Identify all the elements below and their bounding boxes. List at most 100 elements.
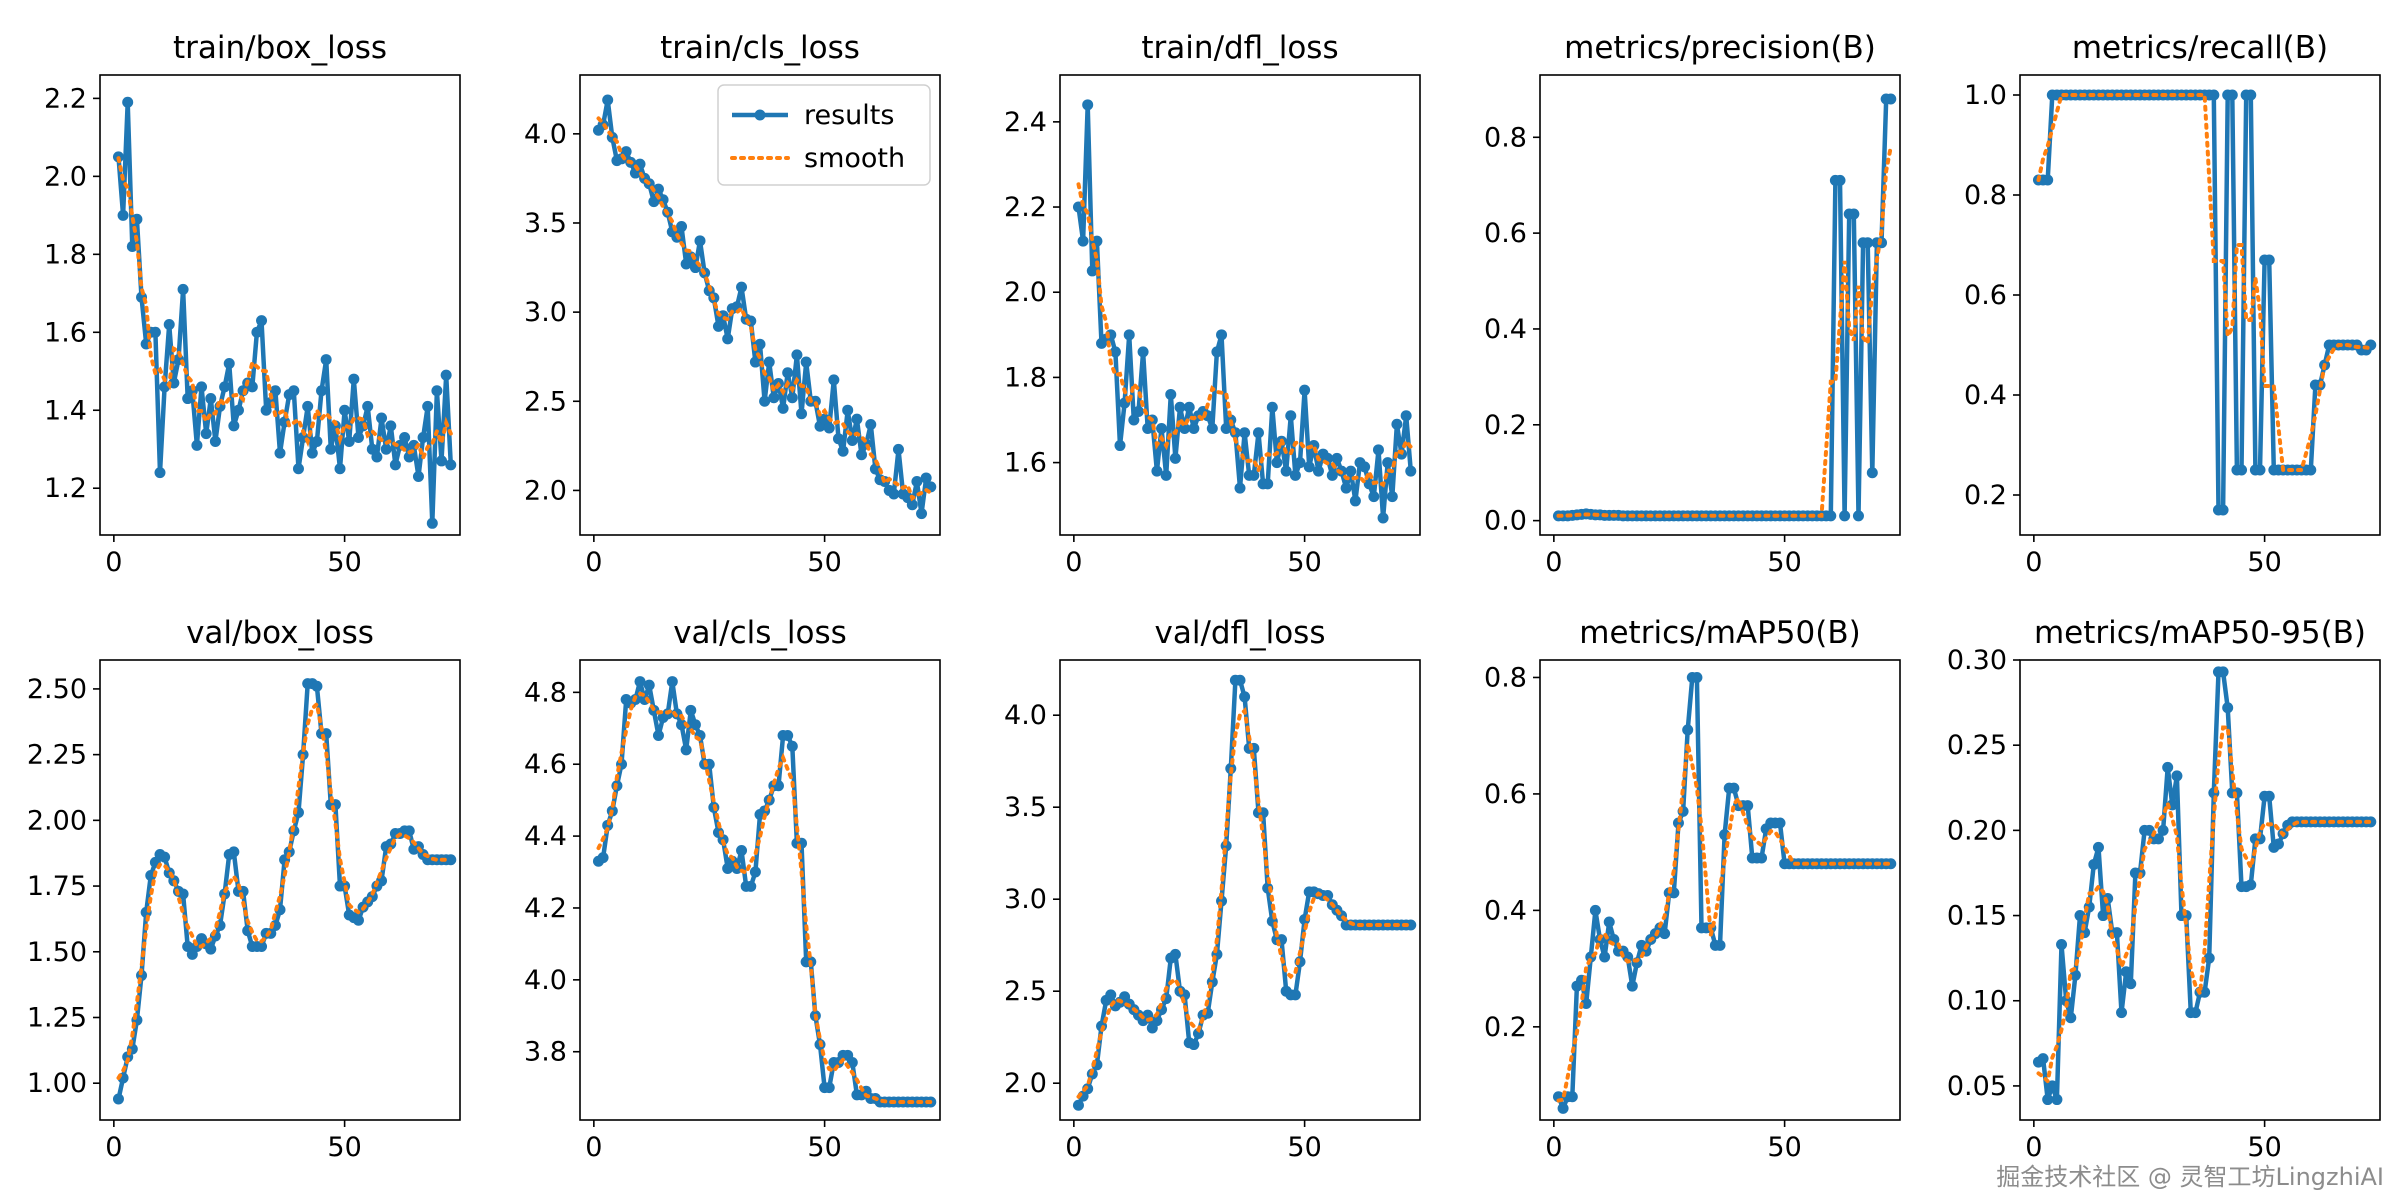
y-tick-label: 1.6 xyxy=(44,317,87,348)
results-point xyxy=(403,451,415,463)
results-point xyxy=(1848,208,1860,220)
results-point xyxy=(1603,916,1615,928)
chart-title: train/cls_loss xyxy=(660,30,860,66)
results-point xyxy=(1756,852,1768,864)
results-point xyxy=(316,385,328,397)
results-point xyxy=(191,439,203,451)
results-point xyxy=(1368,491,1380,503)
results-point xyxy=(1239,691,1251,703)
chart-panel: val/dfl_loss 0 50 2.0 2.5 3.0 3.5 4.0 xyxy=(1004,615,1421,1163)
results-point xyxy=(1266,401,1278,413)
chart-title: train/box_loss xyxy=(173,30,387,66)
results-point xyxy=(1289,989,1301,1001)
results-point xyxy=(1289,469,1301,481)
y-tick-label: 2.5 xyxy=(1004,976,1047,1007)
results-point xyxy=(1128,414,1140,426)
results-point xyxy=(1599,951,1611,963)
results-point xyxy=(2236,464,2248,476)
y-tick-label: 4.0 xyxy=(524,965,567,996)
results-point xyxy=(256,941,268,953)
results-point xyxy=(334,463,346,475)
results-point xyxy=(2263,790,2275,802)
results-point xyxy=(2042,174,2054,186)
y-tick-label: 0.25 xyxy=(1947,730,2007,761)
results-point xyxy=(422,400,434,412)
results-point xyxy=(1151,465,1163,477)
results-point xyxy=(1192,1028,1204,1040)
results-point xyxy=(1363,478,1375,490)
results-point xyxy=(1742,800,1754,812)
results-point xyxy=(1188,1039,1200,1051)
results-point xyxy=(1691,671,1703,683)
axes-frame xyxy=(1539,74,1901,536)
axes-frame xyxy=(579,74,941,536)
y-tick-label: 2.5 xyxy=(524,386,567,417)
y-tick-label: 0.10 xyxy=(1947,986,2007,1017)
axes-frame xyxy=(579,659,941,1121)
results-point xyxy=(2157,824,2169,836)
results-point xyxy=(1151,1015,1163,1027)
results-point xyxy=(311,680,323,692)
results-point xyxy=(205,943,217,955)
results-point xyxy=(343,435,355,447)
results-point xyxy=(906,499,918,511)
results-point xyxy=(1109,346,1121,358)
results-point xyxy=(1160,469,1172,481)
results-point xyxy=(676,719,688,731)
results-point xyxy=(196,381,208,393)
results-point xyxy=(749,866,761,878)
results-point xyxy=(680,744,692,756)
results-point xyxy=(288,385,300,397)
results-point xyxy=(1359,461,1371,473)
results-point xyxy=(223,357,235,369)
results-point xyxy=(2056,939,2068,951)
chart-panel: train/box_loss 0 50 1.2 1.4 1.6 1.8 2.0 2.2 xyxy=(44,30,461,578)
y-tick-label: 0.15 xyxy=(1947,901,2007,932)
smooth-line xyxy=(596,691,933,1104)
results-point xyxy=(1834,174,1846,186)
x-tick-label: 0 xyxy=(105,1132,122,1163)
results-point xyxy=(1262,478,1274,490)
results-point xyxy=(1299,384,1311,396)
y-tick-label: 1.2 xyxy=(44,473,87,504)
results-point xyxy=(2088,858,2100,870)
x-tick-label: 0 xyxy=(2025,1132,2042,1163)
chart-panel: val/cls_loss 0 50 3.8 4.0 4.2 4.4 4.6 4.8 xyxy=(524,615,941,1163)
y-tick-label: 0.2 xyxy=(1964,480,2007,511)
y-tick-label: 2.25 xyxy=(27,740,87,771)
y-tick-label: 0.6 xyxy=(1484,779,1527,810)
results-point xyxy=(736,281,748,293)
results-point xyxy=(1188,423,1200,435)
results-point xyxy=(1728,782,1740,794)
results-point xyxy=(1400,410,1412,422)
results-point xyxy=(920,472,932,484)
results-point xyxy=(1169,948,1181,960)
y-tick-label: 1.25 xyxy=(27,1002,87,1033)
results-point xyxy=(1105,989,1117,1001)
chart-panel: val/box_loss 0 50 1.00 1.25 1.50 1.75 2.00 2.25 2… xyxy=(27,615,461,1163)
results-point xyxy=(2069,969,2081,981)
results-point xyxy=(251,326,263,338)
y-tick-label: 0.0 xyxy=(1484,506,1527,537)
results-point xyxy=(800,356,812,368)
results-point xyxy=(1382,457,1394,469)
results-point xyxy=(2120,966,2132,978)
y-tick-label: 1.00 xyxy=(27,1068,87,1099)
results-point xyxy=(445,459,457,471)
results-point xyxy=(371,451,383,463)
smooth-line xyxy=(1076,706,1413,1099)
results-point xyxy=(228,420,240,432)
results-point xyxy=(832,433,844,445)
results-point xyxy=(256,315,268,327)
y-tick-label: 2.0 xyxy=(1004,1068,1047,1099)
results-point xyxy=(722,333,734,345)
results-point xyxy=(1285,410,1297,422)
results-point xyxy=(2111,927,2123,939)
results-point xyxy=(445,854,457,866)
x-tick-label: 0 xyxy=(1545,1132,1562,1163)
axes-frame xyxy=(2019,659,2381,1121)
results-point xyxy=(2203,952,2215,964)
y-tick-label: 2.00 xyxy=(27,805,87,836)
results-point xyxy=(2272,838,2284,850)
results-point xyxy=(232,404,244,416)
